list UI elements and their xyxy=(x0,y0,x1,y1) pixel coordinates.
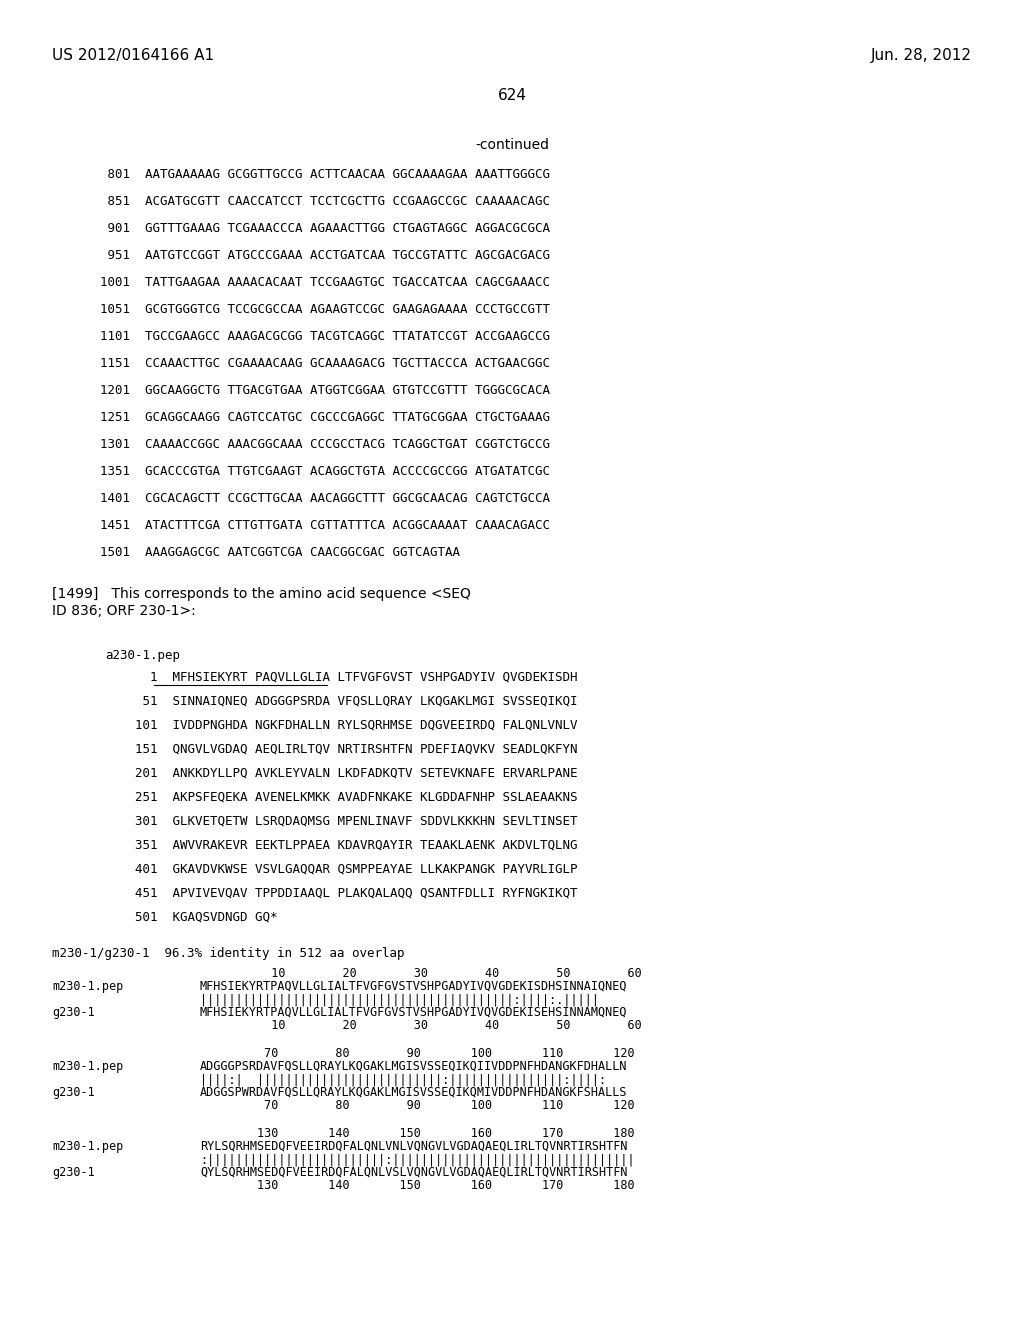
Text: 70        80        90       100       110       120: 70 80 90 100 110 120 xyxy=(200,1100,635,1111)
Text: 501  KGAQSVDNGD GQ*: 501 KGAQSVDNGD GQ* xyxy=(105,911,278,924)
Text: ADGGGPSRDAVFQSLLQRAYLKQGAKLMGISVSSEQIKQIIVDDPNFHDANGKFDHALLN: ADGGGPSRDAVFQSLLQRAYLKQGAKLMGISVSSEQIKQI… xyxy=(200,1060,628,1073)
Text: ||||:|  ||||||||||||||||||||||||||:||||||||||||||||:||||:: ||||:| ||||||||||||||||||||||||||:||||||… xyxy=(200,1073,606,1086)
Text: US 2012/0164166 A1: US 2012/0164166 A1 xyxy=(52,48,214,63)
Text: m230-1.pep: m230-1.pep xyxy=(52,1060,123,1073)
Text: 1501  AAAGGAGCGC AATCGGTCGA CAACGGCGAC GGTCAGTAA: 1501 AAAGGAGCGC AATCGGTCGA CAACGGCGAC GG… xyxy=(100,546,460,558)
Text: 1001  TATTGAAGAA AAAACACAAT TCCGAAGTGC TGACCATCAA CAGCGAAACC: 1001 TATTGAAGAA AAAACACAAT TCCGAAGTGC TG… xyxy=(100,276,550,289)
Text: 1401  CGCACAGCTT CCGCTTGCAA AACAGGCTTT GGCGCAACAG CAGTCTGCCA: 1401 CGCACAGCTT CCGCTTGCAA AACAGGCTTT GG… xyxy=(100,492,550,506)
Text: 301  GLKVETQETW LSRQDAQMSG MPENLINAVF SDDVLKKKHN SEVLTINSET: 301 GLKVETQETW LSRQDAQMSG MPENLINAVF SDD… xyxy=(105,814,578,828)
Text: 451  APVIVEVQAV TPPDDIAAQL PLAKQALAQQ QSANTFDLLI RYFNGKIKQT: 451 APVIVEVQAV TPPDDIAAQL PLAKQALAQQ QSA… xyxy=(105,887,578,900)
Text: m230-1/g230-1  96.3% identity in 512 aa overlap: m230-1/g230-1 96.3% identity in 512 aa o… xyxy=(52,946,404,960)
Text: 201  ANKKDYLLPQ AVKLEYVALN LKDFADKQTV SETEVKNAFE ERVARLPANE: 201 ANKKDYLLPQ AVKLEYVALN LKDFADKQTV SET… xyxy=(105,767,578,780)
Text: 1101  TGCCGAAGCC AAAGACGCGG TACGTCAGGC TTATATCCGT ACCGAAGCCG: 1101 TGCCGAAGCC AAAGACGCGG TACGTCAGGC TT… xyxy=(100,330,550,343)
Text: 10        20        30        40        50        60: 10 20 30 40 50 60 xyxy=(200,1019,642,1032)
Text: a230-1.pep: a230-1.pep xyxy=(105,649,180,663)
Text: 1301  CAAAACCGGC AAACGGCAAA CCCGCCTACG TCAGGCTGAT CGGTCTGCCG: 1301 CAAAACCGGC AAACGGCAAA CCCGCCTACG TC… xyxy=(100,438,550,451)
Text: QYLSQRHMSEDQFVEEIRDQFALQNLVSLVQNGVLVGDAQAEQLIRLTQVNRTIRSHTFN: QYLSQRHMSEDQFVEEIRDQFALQNLVSLVQNGVLVGDAQ… xyxy=(200,1166,628,1179)
Text: 401  GKAVDVKWSE VSVLGAQQAR QSMPPEAYAE LLKAKPANGK PAYVRLIGLP: 401 GKAVDVKWSE VSVLGAQQAR QSMPPEAYAE LLK… xyxy=(105,863,578,876)
Text: [1499]   This corresponds to the amino acid sequence <SEQ: [1499] This corresponds to the amino aci… xyxy=(52,587,471,601)
Text: 801  AATGAAAAAG GCGGTTGCCG ACTTCAACAA GGCAAAAGAA AAATTGGGCG: 801 AATGAAAAAG GCGGTTGCCG ACTTCAACAA GGC… xyxy=(100,168,550,181)
Text: 1051  GCGTGGGTCG TCCGCGCCAA AGAAGTCCGC GAAGAGAAAA CCCTGCCGTT: 1051 GCGTGGGTCG TCCGCGCCAA AGAAGTCCGC GA… xyxy=(100,304,550,315)
Text: 624: 624 xyxy=(498,88,526,103)
Text: m230-1.pep: m230-1.pep xyxy=(52,979,123,993)
Text: ||||||||||||||||||||||||||||||||||||||||||||:||||:.|||||: ||||||||||||||||||||||||||||||||||||||||… xyxy=(200,993,599,1006)
Text: 901  GGTTTGAAAG TCGAAACCCA AGAAACTTGG CTGAGTAGGC AGGACGCGCA: 901 GGTTTGAAAG TCGAAACCCA AGAAACTTGG CTG… xyxy=(100,222,550,235)
Text: m230-1.pep: m230-1.pep xyxy=(52,1140,123,1152)
Text: 1251  GCAGGCAAGG CAGTCCATGC CGCCCGAGGC TTATGCGGAA CTGCTGAAAG: 1251 GCAGGCAAGG CAGTCCATGC CGCCCGAGGC TT… xyxy=(100,411,550,424)
Text: g230-1: g230-1 xyxy=(52,1006,95,1019)
Text: -continued: -continued xyxy=(475,139,549,152)
Text: 251  AKPSFEQEKA AVENELKMKK AVADFNKAKE KLGDDAFNHP SSLAEAAKNS: 251 AKPSFEQEKA AVENELKMKK AVADFNKAKE KLG… xyxy=(105,791,578,804)
Text: 1151  CCAAACTTGC CGAAAACAAG GCAAAAGACG TGCTTACCCA ACTGAACGGC: 1151 CCAAACTTGC CGAAAACAAG GCAAAAGACG TG… xyxy=(100,356,550,370)
Text: MFHSIEKYRTPAQVLLGLIALTFVGFGVSTVSHPGADYIVQVGDEKISDHSINNAIQNEQ: MFHSIEKYRTPAQVLLGLIALTFVGFGVSTVSHPGADYIV… xyxy=(200,979,628,993)
Text: 1451  ATACTTTCGA CTTGTTGATA CGTTATTTCA ACGGCAAAAT CAAACAGACC: 1451 ATACTTTCGA CTTGTTGATA CGTTATTTCA AC… xyxy=(100,519,550,532)
Text: RYLSQRHMSEDQFVEEIRDQFALQNLVNLVQNGVLVGDAQAEQLIRLTQVNRTIRSHTFN: RYLSQRHMSEDQFVEEIRDQFALQNLVNLVQNGVLVGDAQ… xyxy=(200,1140,628,1152)
Text: 70        80        90       100       110       120: 70 80 90 100 110 120 xyxy=(200,1047,635,1060)
Text: 130       140       150       160       170       180: 130 140 150 160 170 180 xyxy=(200,1179,635,1192)
Text: 151  QNGVLVGDAQ AEQLIRLTQV NRTIRSHTFN PDEFIAQVKV SEADLQKFYN: 151 QNGVLVGDAQ AEQLIRLTQV NRTIRSHTFN PDE… xyxy=(105,743,578,756)
Text: 130       140       150       160       170       180: 130 140 150 160 170 180 xyxy=(200,1127,635,1140)
Text: g230-1: g230-1 xyxy=(52,1166,95,1179)
Text: :|||||||||||||||||||||||||:||||||||||||||||||||||||||||||||||: :|||||||||||||||||||||||||:|||||||||||||… xyxy=(200,1152,635,1166)
Text: 1201  GGCAAGGCTG TTGACGTGAA ATGGTCGGAA GTGTCCGTTT TGGGCGCACA: 1201 GGCAAGGCTG TTGACGTGAA ATGGTCGGAA GT… xyxy=(100,384,550,397)
Text: 10        20        30        40        50        60: 10 20 30 40 50 60 xyxy=(200,968,642,979)
Text: 1  MFHSIEKYRT PAQVLLGLIA LTFVGFGVST VSHPGADYIV QVGDEKISDH: 1 MFHSIEKYRT PAQVLLGLIA LTFVGFGVST VSHPG… xyxy=(105,671,578,684)
Text: 101  IVDDPNGHDA NGKFDHALLN RYLSQRHMSE DQGVEEIRDQ FALQNLVNLV: 101 IVDDPNGHDA NGKFDHALLN RYLSQRHMSE DQG… xyxy=(105,719,578,733)
Text: 351  AWVVRAKEVR EEKTLPPAEA KDAVRQAYIR TEAAKLAENK AKDVLTQLNG: 351 AWVVRAKEVR EEKTLPPAEA KDAVRQAYIR TEA… xyxy=(105,840,578,851)
Text: 51  SINNAIQNEQ ADGGGPSRDA VFQSLLQRAY LKQGAKLMGI SVSSEQIKQI: 51 SINNAIQNEQ ADGGGPSRDA VFQSLLQRAY LKQG… xyxy=(105,696,578,708)
Text: 851  ACGATGCGTT CAACCATCCT TCCTCGCTTG CCGAAGCCGC CAAAAACAGC: 851 ACGATGCGTT CAACCATCCT TCCTCGCTTG CCG… xyxy=(100,195,550,209)
Text: ID 836; ORF 230-1>:: ID 836; ORF 230-1>: xyxy=(52,605,196,618)
Text: MFHSIEKYRTPAQVLLGLIALTFVGFGVSTVSHPGADYIVQVGDEKISEHSINNAMQNEQ: MFHSIEKYRTPAQVLLGLIALTFVGFGVSTVSHPGADYIV… xyxy=(200,1006,628,1019)
Text: 951  AATGTCCGGT ATGCCCGAAA ACCTGATCAA TGCCGTATTC AGCGACGACG: 951 AATGTCCGGT ATGCCCGAAA ACCTGATCAA TGC… xyxy=(100,249,550,261)
Text: Jun. 28, 2012: Jun. 28, 2012 xyxy=(871,48,972,63)
Text: g230-1: g230-1 xyxy=(52,1086,95,1100)
Text: ADGGSPWRDAVFQSLLQRAYLKQGAKLMGISVSSEQIKQMIVDDPNFHDANGKFSHALLS: ADGGSPWRDAVFQSLLQRAYLKQGAKLMGISVSSEQIKQM… xyxy=(200,1086,628,1100)
Text: 1351  GCACCCGTGA TTGTCGAAGT ACAGGCTGTA ACCCCGCCGG ATGATATCGC: 1351 GCACCCGTGA TTGTCGAAGT ACAGGCTGTA AC… xyxy=(100,465,550,478)
